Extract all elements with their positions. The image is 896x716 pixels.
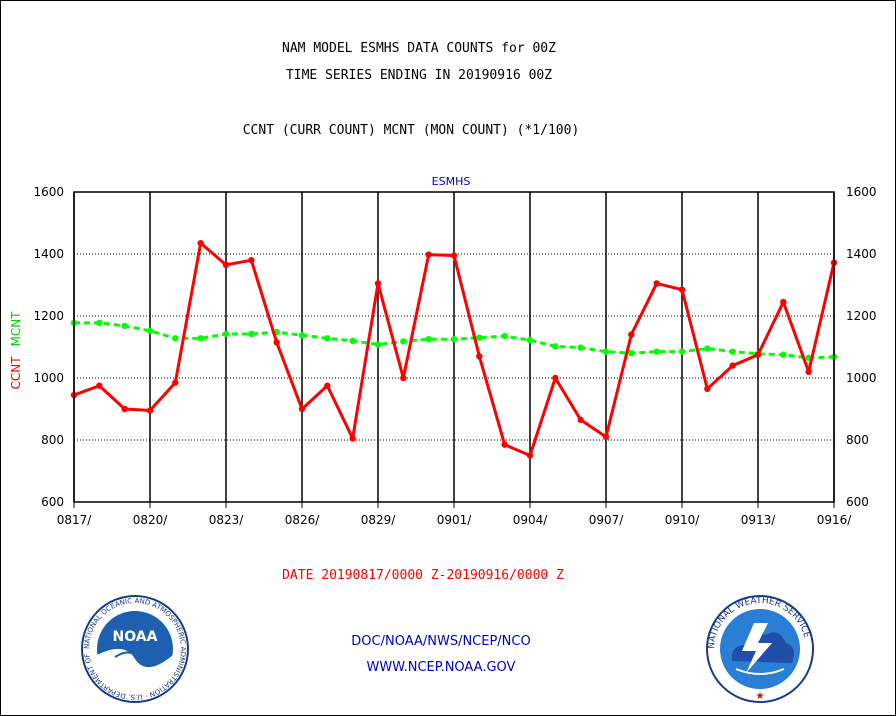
y-tick-label-left: 1400 <box>33 247 64 261</box>
x-tick-label: 0829/ <box>361 513 397 527</box>
x-tick-label: 0910/ <box>665 513 701 527</box>
data-point-ccnt <box>653 280 660 287</box>
data-point-ccnt <box>552 374 559 382</box>
data-point-ccnt <box>729 362 736 369</box>
panel-title: ESMHS <box>432 175 471 188</box>
data-point-ccnt <box>501 441 508 448</box>
y-tick-label-right: 1200 <box>846 309 877 323</box>
x-tick-label: 0907/ <box>589 513 625 527</box>
data-point-mcnt <box>96 319 103 327</box>
data-point-ccnt <box>602 433 610 441</box>
y-axis-label-group: CCNT MCNT <box>9 311 23 390</box>
y-axis-label-ccnt: CCNT <box>9 356 23 390</box>
y-tick-label-left: 800 <box>41 433 64 447</box>
chart-title-line1: NAM MODEL ESMHS DATA COUNTS for 00Z <box>282 41 556 56</box>
plot-series <box>70 239 838 459</box>
data-point-mcnt <box>501 332 508 340</box>
data-point-mcnt <box>526 336 534 344</box>
data-point-ccnt <box>248 257 255 264</box>
data-point-mcnt <box>653 348 660 355</box>
data-point-mcnt <box>552 343 559 350</box>
data-point-ccnt <box>349 435 356 442</box>
data-point-mcnt <box>780 351 787 358</box>
data-point-ccnt <box>678 286 686 293</box>
data-point-ccnt <box>628 331 635 338</box>
y-tick-label-right: 1600 <box>846 185 877 199</box>
data-point-mcnt <box>172 335 179 342</box>
data-point-ccnt <box>780 298 787 306</box>
x-tick-label: 0913/ <box>741 513 777 527</box>
website-link[interactable]: WWW.NCEP.NOAA.GOV <box>367 660 516 675</box>
data-point-ccnt <box>273 339 280 346</box>
data-point-ccnt <box>450 252 458 259</box>
x-tick-label: 0820/ <box>133 513 169 527</box>
chart-title-line2: TIME SERIES ENDING IN 20190916 00Z <box>286 68 552 83</box>
data-point-mcnt <box>450 336 458 343</box>
x-tick-label: 0826/ <box>285 513 321 527</box>
data-point-ccnt <box>222 261 230 269</box>
data-point-ccnt <box>197 239 204 247</box>
data-point-mcnt <box>602 348 610 355</box>
data-point-ccnt <box>146 407 154 414</box>
data-point-ccnt <box>754 351 762 358</box>
data-point-mcnt <box>628 350 635 357</box>
data-point-ccnt <box>374 280 382 287</box>
x-tick-label: 0916/ <box>817 513 853 527</box>
y-tick-label-left: 1000 <box>33 371 64 385</box>
noaa-logo-center-text: NOAA <box>113 629 158 645</box>
data-point-mcnt <box>425 336 432 343</box>
org-path: DOC/NOAA/NWS/NCEP/NCO <box>351 634 530 649</box>
data-point-ccnt <box>121 405 128 413</box>
y-tick-label-right: 1400 <box>846 247 877 261</box>
data-point-ccnt <box>298 405 306 413</box>
data-point-mcnt <box>248 330 255 338</box>
data-point-mcnt <box>729 348 736 355</box>
nws-star-icon: ★ <box>756 691 765 702</box>
x-tick-label: 0823/ <box>209 513 245 527</box>
data-point-ccnt <box>324 382 331 389</box>
x-tick-label: 0901/ <box>437 513 473 527</box>
data-point-ccnt <box>400 374 407 382</box>
plot-axes: 600 600 800 800 1000 1000 1200 1200 1400 1400 1600… <box>33 185 876 527</box>
chart-subtitle: CCNT (CURR COUNT) MCNT (MON COUNT) (*1/1… <box>243 123 580 138</box>
data-point-ccnt <box>96 382 103 389</box>
data-point-mcnt <box>324 335 331 342</box>
data-point-ccnt <box>425 251 432 258</box>
data-point-mcnt <box>374 341 382 348</box>
noaa-logo: NOAA NATIONAL OCEANIC AND ATMOSPHERIC AD… <box>81 595 189 703</box>
data-point-mcnt <box>704 345 711 352</box>
data-point-mcnt <box>146 327 154 335</box>
data-point-ccnt <box>704 385 711 393</box>
plot-grid <box>73 192 835 502</box>
data-point-mcnt <box>577 344 584 351</box>
data-point-mcnt <box>678 348 686 355</box>
data-point-mcnt <box>121 322 128 330</box>
y-tick-label-left: 600 <box>41 495 64 509</box>
y-tick-label-right: 800 <box>846 433 869 447</box>
data-point-mcnt <box>400 338 407 345</box>
data-point-mcnt <box>298 332 306 339</box>
date-range: DATE 20190817/0000 Z-20190916/0000 Z <box>282 568 564 583</box>
data-point-mcnt <box>476 334 483 341</box>
y-tick-label-right: 600 <box>846 495 869 509</box>
data-point-ccnt <box>172 379 179 386</box>
y-tick-label-right: 1000 <box>846 371 877 385</box>
data-point-mcnt <box>222 330 230 338</box>
data-point-ccnt <box>476 353 483 360</box>
data-point-ccnt <box>577 416 584 424</box>
data-point-ccnt <box>805 368 812 375</box>
y-axis-label-mcnt: MCNT <box>9 311 23 347</box>
plot-border <box>73 191 835 503</box>
x-tick-label: 0817/ <box>57 513 93 527</box>
y-tick-label-left: 1600 <box>33 185 64 199</box>
y-tick-label-left: 1200 <box>33 309 64 323</box>
data-point-mcnt <box>197 335 204 342</box>
nws-logo: ★ NATIONAL WEATHER SERVICE <box>706 595 814 703</box>
data-point-mcnt <box>349 337 356 344</box>
data-point-ccnt <box>526 452 534 459</box>
x-tick-label: 0904/ <box>513 513 549 527</box>
